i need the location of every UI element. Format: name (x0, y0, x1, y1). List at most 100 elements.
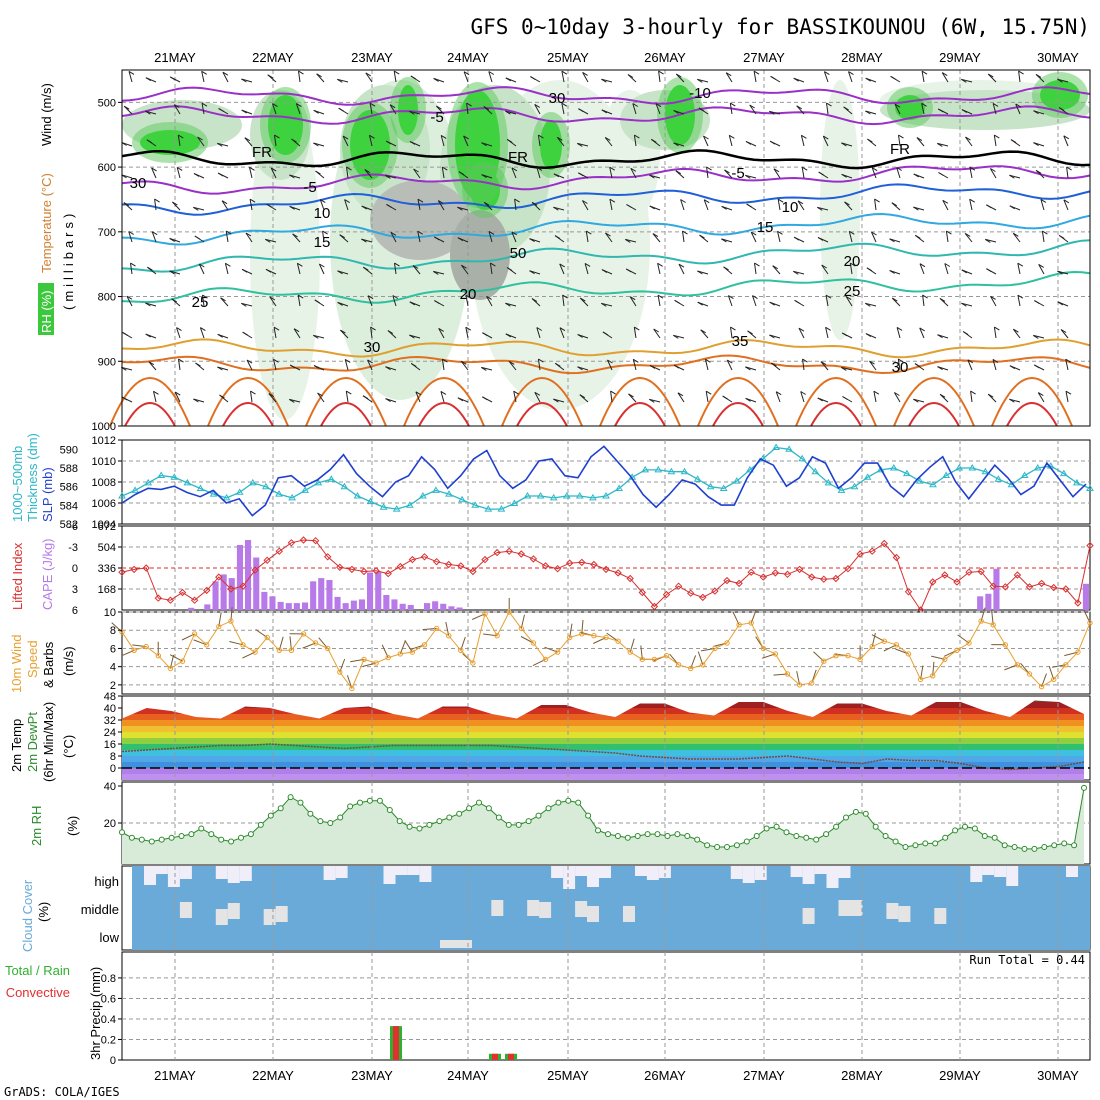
wind-barb-flag (506, 267, 513, 271)
wind10-point (603, 634, 609, 641)
wind-barb-flag (602, 331, 609, 336)
wind10-point (385, 654, 391, 661)
wind-barb-flag (169, 76, 176, 81)
li-point (481, 555, 489, 564)
wind10-tick-label: 2 (110, 680, 116, 692)
slp-tick-label: 1004 (92, 519, 116, 531)
cloud-low-label: low (99, 930, 119, 945)
cape-bar (448, 606, 455, 611)
wind-barb-flag (796, 105, 802, 110)
li-point (469, 567, 477, 576)
li-point (614, 569, 622, 577)
thickness-point (549, 493, 558, 501)
wind-barb (703, 199, 709, 211)
wind-barb-flag (730, 102, 736, 107)
slp-tick-label: 1008 (92, 477, 116, 489)
rh2-point (218, 836, 225, 843)
wind-barb-flag (628, 393, 634, 398)
wind10-point (700, 662, 706, 668)
bottom-date-label: 25MAY (547, 1068, 589, 1083)
wind-barb-flag (752, 295, 758, 300)
wind-barb-flag (298, 70, 304, 75)
wind-barb-flag (749, 104, 755, 109)
cloud-grid (174, 866, 1059, 950)
cloud-middle-label: middle (81, 902, 119, 917)
wind-barb (364, 169, 373, 179)
precip-convective-bar (393, 1026, 399, 1060)
wind-barb-flag (990, 295, 996, 300)
wind-barb-flag (246, 359, 253, 364)
wind-barb (601, 78, 613, 83)
contour-label: 50 (510, 245, 527, 262)
wind-barb-flag (610, 390, 616, 395)
li-point (783, 570, 792, 579)
wind-barb-flag (1015, 103, 1021, 108)
wind-barb-flag (1057, 78, 1063, 83)
thickness-point (484, 505, 493, 512)
wind-barb-flag (241, 268, 248, 273)
wind-barb (630, 168, 637, 179)
wind-barb (753, 71, 757, 83)
wind-barb-flag (605, 232, 611, 237)
wind-barb (511, 231, 517, 243)
slp-axis-label: SLP (mb) (40, 467, 55, 522)
wind-barb (964, 233, 973, 243)
wind-barb (584, 263, 589, 275)
li-point (868, 547, 876, 555)
wind-barb-flag (915, 234, 921, 239)
thickness-point (602, 492, 610, 499)
temp-band (122, 732, 1084, 738)
wind-barb (148, 361, 157, 371)
wind-barb-flag (409, 334, 415, 339)
wind-barb-flag (339, 234, 345, 239)
wind10-point (191, 631, 198, 637)
wind-barb (873, 391, 877, 403)
thickness-point (157, 471, 166, 478)
wind-barb (393, 71, 397, 83)
wind-barb-flag (436, 105, 442, 110)
wind-barb-flag (169, 270, 175, 275)
wind-barb (898, 135, 901, 147)
cloud-high-cell (239, 866, 252, 881)
rh2-point (247, 831, 254, 838)
wind-barb-flag (919, 263, 926, 268)
wind-barb-flag (481, 174, 487, 179)
wind10-point (131, 647, 137, 653)
wind-barb-flag (193, 173, 200, 177)
top-date-label: 23MAY (351, 50, 393, 65)
wind-barb (440, 135, 445, 147)
wind-barb-flag (775, 391, 782, 396)
wind-barb-flag (218, 107, 224, 112)
wind-barb-flag (745, 397, 751, 402)
wind-barb-flag (174, 391, 181, 396)
wind-barb-flag (557, 136, 563, 141)
wind-barb (202, 295, 205, 307)
wind-barb-flag (195, 362, 201, 367)
rh-mid-region (887, 87, 933, 128)
li-point (360, 567, 368, 576)
li-tick-label: 0 (72, 563, 78, 575)
wind-barb-flag (483, 106, 490, 110)
wind-barb-flag (703, 135, 709, 140)
li-point (1049, 583, 1058, 592)
thickness-point (680, 467, 689, 475)
wind-barb-flag (706, 166, 712, 171)
thickness-point (510, 499, 519, 506)
wind-barb-flag (346, 390, 352, 395)
wind-barb-flag (985, 238, 991, 243)
wind-barb-flag (1058, 234, 1065, 239)
wind-barb (724, 169, 733, 179)
thickness-point (654, 465, 663, 473)
cape-bar (350, 600, 357, 610)
wind-barb-flag (770, 75, 776, 80)
wind-barb-flag (800, 391, 806, 395)
wind-barb-flag (511, 231, 518, 236)
wind-barb-flag (769, 110, 775, 115)
thickness-point (118, 492, 126, 499)
cape-bar (293, 603, 300, 610)
bottom-date-label: 26MAY (644, 1068, 686, 1083)
wind-barb-flag (922, 294, 928, 299)
wind-barb (151, 231, 157, 243)
wind-barb-flag (988, 73, 994, 78)
